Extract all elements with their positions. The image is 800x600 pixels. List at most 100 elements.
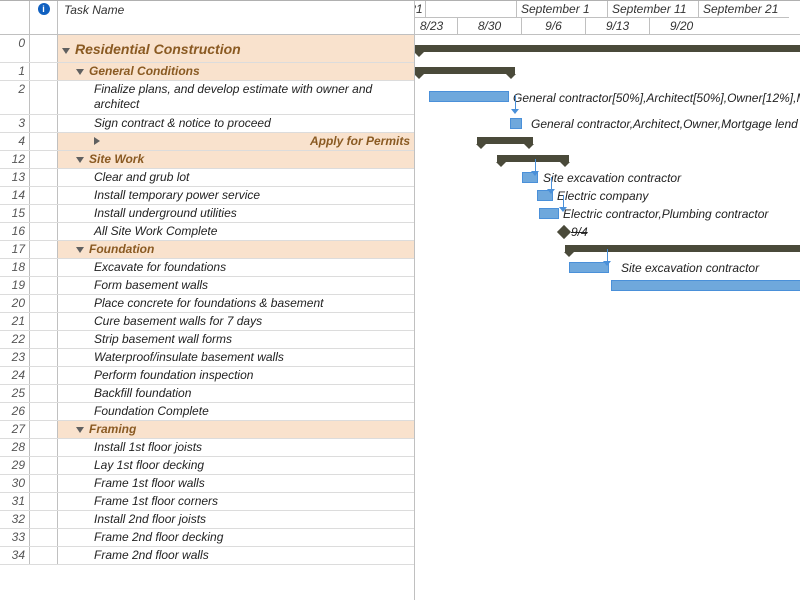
task-row[interactable]: 0Residential Construction	[0, 35, 414, 63]
task-cell[interactable]: Install temporary power service	[58, 187, 414, 204]
summary-bar[interactable]	[415, 67, 515, 74]
task-cell[interactable]: Waterproof/insulate basement walls	[58, 349, 414, 366]
task-cell[interactable]: Install 2nd floor joists	[58, 511, 414, 528]
task-bar[interactable]	[611, 280, 800, 291]
bar-label: Site excavation contractor	[543, 171, 681, 185]
task-cell[interactable]: Backfill foundation	[58, 385, 414, 402]
task-row[interactable]: 26Foundation Complete	[0, 403, 414, 421]
summary-task-cell[interactable]: Apply for Permits	[58, 133, 414, 150]
task-cell[interactable]: Clear and grub lot	[58, 169, 414, 186]
task-row[interactable]: 16All Site Work Complete	[0, 223, 414, 241]
week-header[interactable]: September 1	[516, 1, 607, 18]
bar-label: General contractor,Architect,Owner,Mortg…	[531, 117, 798, 131]
task-row[interactable]: 1General Conditions	[0, 63, 414, 81]
header-index-col[interactable]	[0, 1, 30, 34]
task-row[interactable]: 29Lay 1st floor decking	[0, 457, 414, 475]
summary-bar[interactable]	[565, 245, 800, 252]
task-row[interactable]: 30Frame 1st floor walls	[0, 475, 414, 493]
task-row[interactable]: 4Apply for Permits	[0, 133, 414, 151]
task-row[interactable]: 33Frame 2nd floor decking	[0, 529, 414, 547]
task-cell[interactable]: Excavate for foundations	[58, 259, 414, 276]
task-cell[interactable]: All Site Work Complete	[58, 223, 414, 240]
task-row[interactable]: 17Foundation	[0, 241, 414, 259]
summary-bar[interactable]	[415, 45, 800, 52]
task-cell[interactable]: Finalize plans, and develop estimate wit…	[58, 81, 414, 114]
header-task-name[interactable]: Task Name	[58, 1, 414, 34]
task-row[interactable]: 2Finalize plans, and develop estimate wi…	[0, 81, 414, 115]
task-row[interactable]: 3Sign contract & notice to proceed	[0, 115, 414, 133]
header-indicator-col[interactable]: i	[30, 1, 58, 34]
task-row[interactable]: 15Install underground utilities	[0, 205, 414, 223]
bar-label: Site excavation contractor	[621, 261, 759, 275]
collapse-icon[interactable]	[62, 48, 70, 56]
task-row[interactable]: 20Place concrete for foundations & basem…	[0, 295, 414, 313]
week-header[interactable]: September 21	[698, 1, 789, 18]
task-row[interactable]: 31Frame 1st floor corners	[0, 493, 414, 511]
week-header[interactable]	[425, 1, 516, 18]
task-row[interactable]: 32Install 2nd floor joists	[0, 511, 414, 529]
row-indicator	[30, 277, 58, 294]
timeline-lane: General contractor[50%],Architect[50%],O…	[415, 81, 800, 115]
summary-bar[interactable]	[477, 137, 533, 144]
day-header[interactable]: 9/20	[649, 18, 713, 35]
task-row[interactable]: 24 Perform foundation inspection	[0, 367, 414, 385]
task-row[interactable]: 14Install temporary power service	[0, 187, 414, 205]
row-index: 23	[0, 349, 30, 366]
task-name-text: Cure basement walls for 7 days	[94, 314, 262, 329]
task-cell[interactable]: Form basement walls	[58, 277, 414, 294]
summary-task-cell[interactable]: General Conditions	[58, 63, 414, 80]
task-name-text: Foundation Complete	[94, 404, 209, 419]
task-row[interactable]: 13Clear and grub lot	[0, 169, 414, 187]
task-cell[interactable]: Lay 1st floor decking	[58, 457, 414, 474]
task-row[interactable]: 12Site Work	[0, 151, 414, 169]
week-header[interactable]: ust 21	[415, 1, 425, 18]
dependency-arrowhead	[547, 189, 555, 194]
task-cell[interactable]: Frame 1st floor walls	[58, 475, 414, 492]
task-cell[interactable]: Frame 2nd floor decking	[58, 529, 414, 546]
expand-icon[interactable]	[94, 137, 305, 145]
task-row[interactable]: 28Install 1st floor joists	[0, 439, 414, 457]
task-row[interactable]: 19Form basement walls	[0, 277, 414, 295]
row-indicator	[30, 331, 58, 348]
task-row[interactable]: 34Frame 2nd floor walls	[0, 547, 414, 565]
task-cell[interactable]: Sign contract & notice to proceed	[58, 115, 414, 132]
task-bar[interactable]	[539, 208, 559, 219]
task-bar[interactable]	[429, 91, 509, 102]
summary-task-cell[interactable]: Foundation	[58, 241, 414, 258]
day-header[interactable]: 9/13	[585, 18, 649, 35]
timeline-panel[interactable]: ust 21 September 1September 11September 2…	[415, 1, 800, 600]
row-index: 24	[0, 367, 30, 384]
task-cell[interactable]: Foundation Complete	[58, 403, 414, 420]
collapse-icon[interactable]	[76, 247, 84, 255]
task-row[interactable]: 22Strip basement wall forms	[0, 331, 414, 349]
task-cell[interactable]: Perform foundation inspection	[58, 367, 414, 384]
week-header[interactable]: September 11	[607, 1, 698, 18]
day-header[interactable]: 9/6	[521, 18, 585, 35]
task-bar[interactable]	[510, 118, 522, 129]
day-header[interactable]: 8/23	[415, 18, 457, 35]
task-row[interactable]: 25Backfill foundation	[0, 385, 414, 403]
collapse-icon[interactable]	[76, 69, 84, 77]
summary-task-cell[interactable]: Site Work	[58, 151, 414, 168]
task-cell[interactable]: Strip basement wall forms	[58, 331, 414, 348]
day-header[interactable]: 8/30	[457, 18, 521, 35]
summary-bar[interactable]	[497, 155, 569, 162]
timeline-lane	[415, 421, 800, 439]
task-cell[interactable]: Frame 2nd floor walls	[58, 547, 414, 564]
collapse-icon[interactable]	[76, 427, 84, 435]
timeline-lane	[415, 529, 800, 547]
summary-task-cell[interactable]: Framing	[58, 421, 414, 438]
task-row[interactable]: 18Excavate for foundations	[0, 259, 414, 277]
task-cell[interactable]: Place concrete for foundations & basemen…	[58, 295, 414, 312]
row-indicator	[30, 133, 58, 150]
summary-task-cell[interactable]: Residential Construction	[58, 35, 414, 62]
task-row[interactable]: 27Framing	[0, 421, 414, 439]
task-cell[interactable]: Install 1st floor joists	[58, 439, 414, 456]
milestone-marker[interactable]	[557, 225, 571, 239]
collapse-icon[interactable]	[76, 157, 84, 165]
task-row[interactable]: 21Cure basement walls for 7 days	[0, 313, 414, 331]
task-row[interactable]: 23 Waterproof/insulate basement walls	[0, 349, 414, 367]
task-cell[interactable]: Install underground utilities	[58, 205, 414, 222]
task-cell[interactable]: Frame 1st floor corners	[58, 493, 414, 510]
task-cell[interactable]: Cure basement walls for 7 days	[58, 313, 414, 330]
